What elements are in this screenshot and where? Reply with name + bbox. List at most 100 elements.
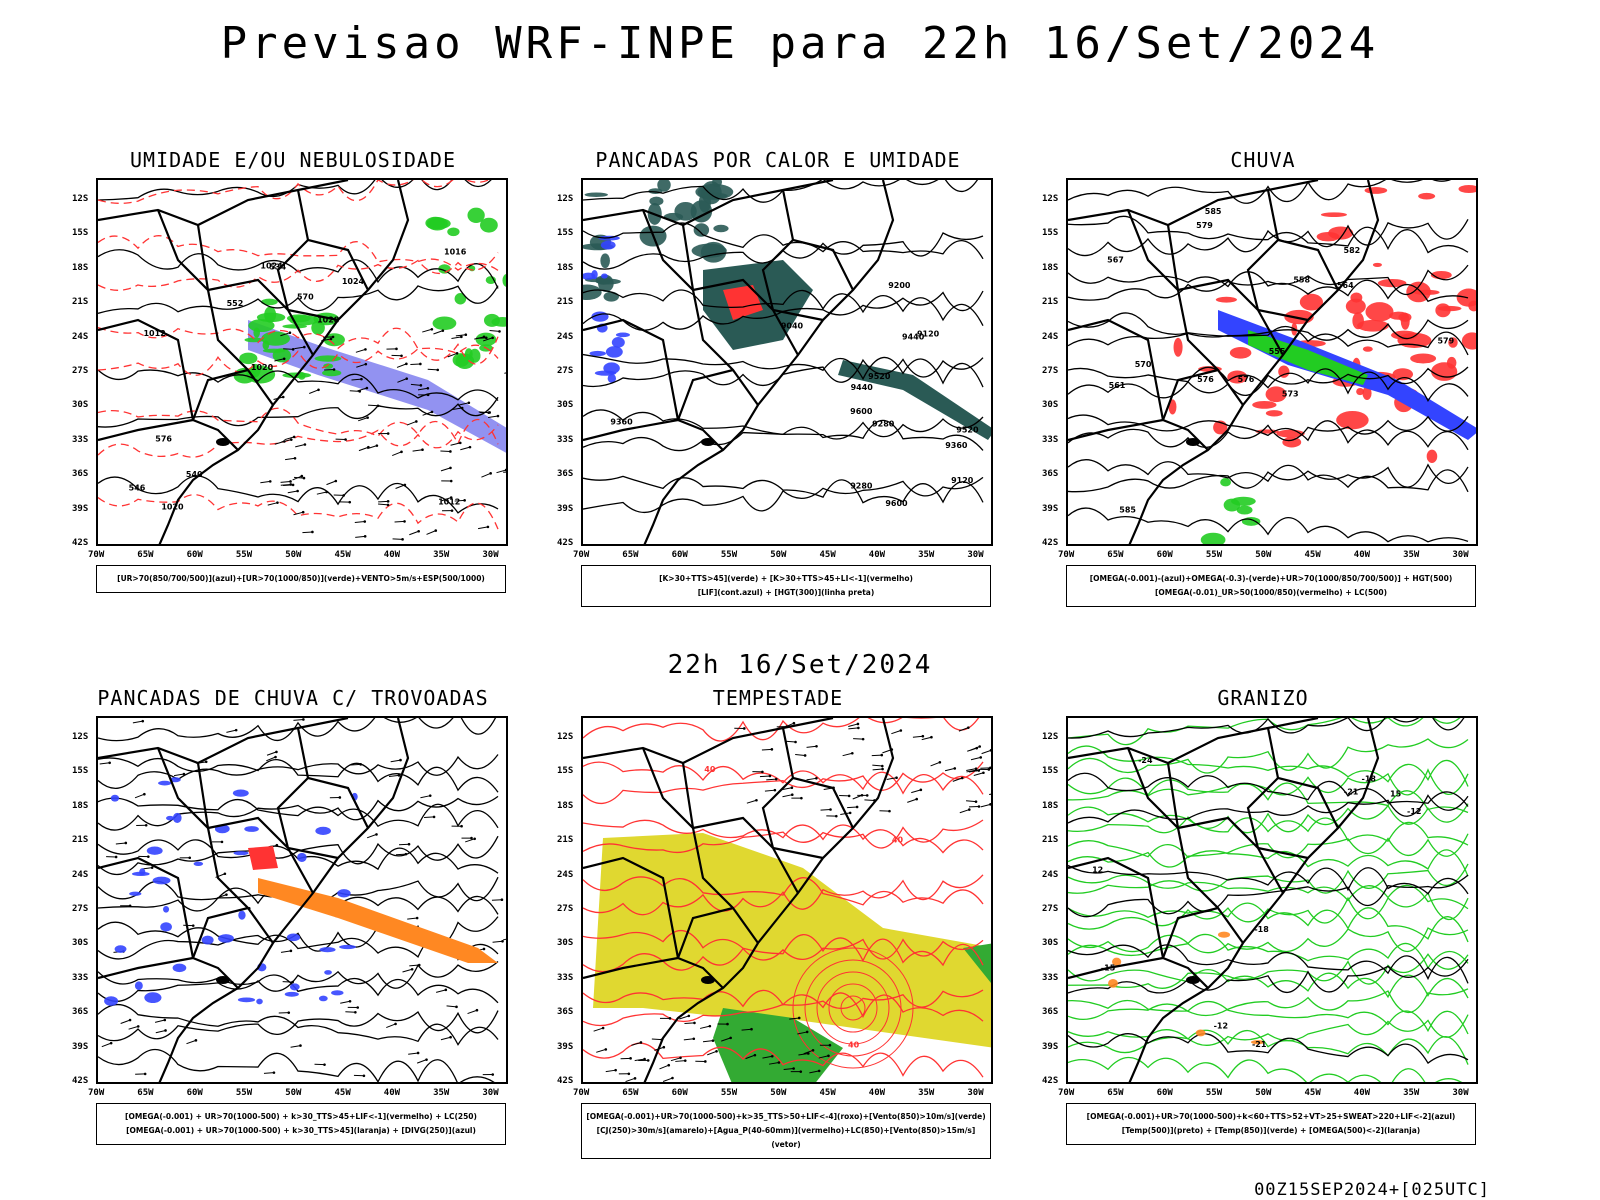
wind-vector-head	[467, 401, 471, 405]
field-patch	[1345, 298, 1366, 315]
wind-vector	[368, 404, 379, 407]
contour-line	[98, 336, 499, 376]
wind-vector	[417, 387, 428, 391]
field-patch	[605, 346, 623, 358]
wind-vector	[422, 411, 433, 416]
wind-vector	[316, 491, 327, 495]
wind-vector-head	[865, 794, 869, 797]
wind-vector	[782, 794, 793, 798]
wind-vector	[345, 1011, 356, 1013]
wind-vector	[173, 773, 185, 777]
wind-vector	[596, 1048, 606, 1053]
contour-label: 9440	[902, 332, 925, 341]
wind-vector	[683, 1038, 694, 1041]
wind-vector-head	[851, 751, 854, 755]
wind-vector	[302, 531, 313, 534]
lat-label: 21S	[72, 297, 89, 308]
wind-vector	[402, 968, 413, 973]
wind-vector	[280, 950, 291, 953]
wind-vector	[467, 1009, 478, 1015]
wind-vector	[392, 451, 402, 457]
wind-vector-head	[708, 1024, 712, 1028]
country-border	[1166, 762, 1180, 829]
field-patch	[319, 947, 336, 953]
field-patch	[1227, 370, 1248, 384]
wind-vector-head	[289, 483, 293, 486]
contour-label: 9600	[885, 499, 908, 508]
wind-vector	[911, 789, 921, 794]
wind-vector	[458, 402, 469, 406]
wind-vector	[280, 483, 291, 486]
field-patch	[201, 935, 214, 945]
wind-vector	[266, 751, 277, 756]
wind-vector-head	[108, 761, 111, 765]
wind-vector-head	[220, 840, 224, 844]
field-patch	[232, 789, 249, 797]
field-patch	[158, 780, 172, 786]
wind-vector-head	[415, 916, 419, 920]
wind-vector-head	[359, 763, 362, 766]
field-patch	[1350, 292, 1363, 303]
country-border	[206, 289, 274, 406]
lon-label: 55W	[720, 550, 738, 560]
wind-vector	[426, 530, 436, 535]
wind-vector-head	[639, 1041, 643, 1044]
country-border	[156, 209, 314, 356]
field-patch	[318, 995, 328, 1002]
wind-vector-head	[141, 719, 145, 723]
wind-vector	[507, 513, 508, 515]
wind-vector	[378, 500, 389, 503]
legend-line: [OMEGA(-0.001) + UR>70(1000-500) + k>30_…	[126, 1126, 476, 1135]
wind-vector	[506, 1042, 508, 1043]
legend-line: [UR>70(850/700/500)](azul)+[UR>70(1000/8…	[117, 574, 485, 583]
wind-vector	[783, 1068, 794, 1071]
wind-vector	[502, 938, 506, 941]
wind-vector-head	[460, 406, 464, 410]
wind-vector	[507, 460, 508, 462]
lat-label: 24S	[72, 331, 89, 342]
contour-label: 555	[1269, 347, 1286, 356]
wind-vector	[818, 1055, 829, 1059]
wind-vector	[625, 1077, 636, 1082]
wind-vector	[350, 763, 361, 766]
wind-vector	[853, 738, 864, 740]
map-svg: 1012 1012 1016 1020 1024 1020 1024 570 576 552 546…	[98, 180, 508, 544]
contour-label: 534	[269, 263, 286, 272]
wind-vector-head	[360, 377, 363, 381]
field-patch	[713, 224, 729, 233]
contour-line	[1068, 180, 1451, 204]
country-border	[583, 718, 834, 765]
wind-vector-head	[915, 797, 919, 801]
wind-vector-head	[332, 368, 336, 371]
lat-label: 39S	[72, 503, 89, 514]
field-patch	[467, 207, 485, 223]
wind-vector	[980, 803, 991, 808]
wind-vector	[285, 457, 296, 461]
contour-line	[1068, 944, 1469, 984]
country-border	[1176, 827, 1244, 944]
contour-line	[1068, 459, 1469, 493]
wind-vector	[154, 1019, 165, 1023]
wind-vector	[670, 1057, 681, 1062]
wind-vector-head	[417, 963, 421, 967]
wind-vector-head	[604, 1048, 608, 1051]
field-patch	[454, 293, 467, 305]
country-border	[1126, 209, 1284, 356]
map-svg	[98, 718, 508, 1082]
lat-label: 33S	[557, 434, 574, 445]
wind-vector-head	[441, 329, 445, 332]
wind-vector	[886, 777, 897, 780]
wind-vector-head	[291, 980, 294, 984]
contour-label: 576	[1197, 375, 1214, 384]
panel-title: UMIDADE E/OU NEBULOSIDADE	[129, 148, 457, 172]
lon-label: 45W	[334, 550, 351, 560]
wind-vector-head	[403, 520, 406, 523]
country-border	[1266, 727, 1339, 829]
wind-vector	[483, 337, 493, 342]
lon-label: 60W	[671, 550, 688, 560]
field-patch	[1231, 496, 1256, 506]
contour-line	[583, 289, 984, 327]
lon-label: 35W	[433, 550, 450, 560]
wind-vector-head	[975, 746, 979, 750]
wind-vector-head	[323, 1063, 326, 1066]
